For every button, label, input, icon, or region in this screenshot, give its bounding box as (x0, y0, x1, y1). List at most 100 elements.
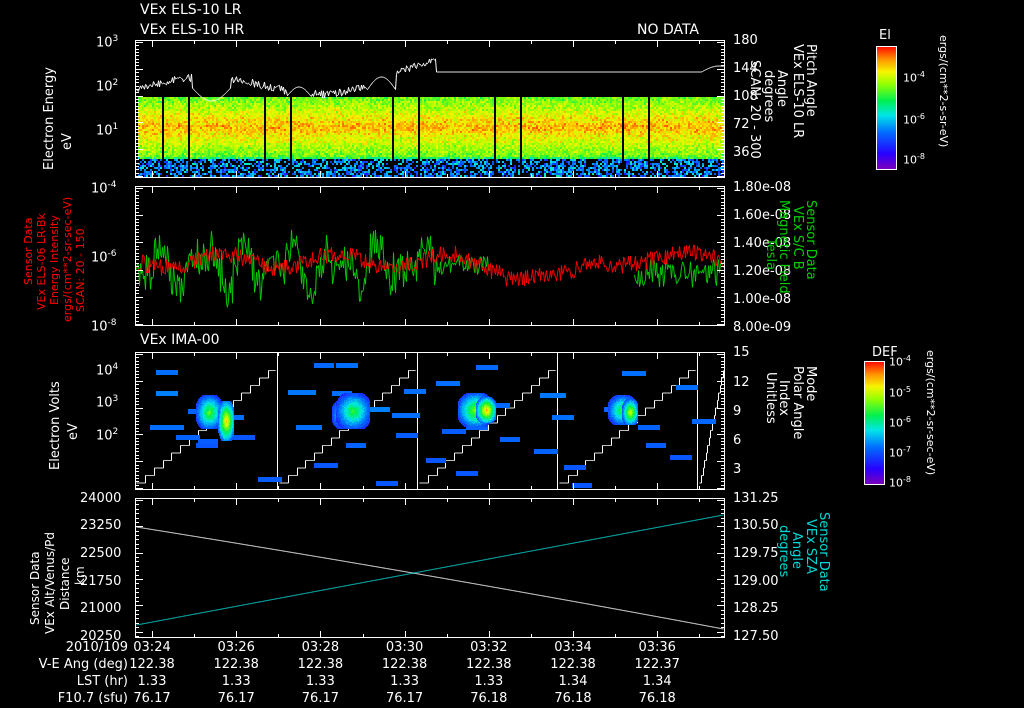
panel1-xtick (446, 40, 448, 44)
panel3-ytick (717, 434, 725, 436)
panel3-ytick (135, 477, 139, 479)
panel3-xtick (236, 352, 238, 359)
panel2-ytick (135, 222, 139, 223)
panel4-ytick (721, 627, 725, 629)
panel1-ytick (135, 95, 143, 97)
panel2-ytick (135, 239, 139, 240)
panel4-ytick (135, 548, 139, 550)
panel2-ytick (721, 228, 725, 230)
panel4-ytick (135, 600, 139, 602)
panel4-ytick (721, 565, 725, 567)
panel4-ytick (721, 574, 725, 576)
panel3-ytick (135, 367, 139, 369)
panel1-ytick (135, 125, 139, 127)
panel3-ytick (721, 377, 725, 379)
panel1-ytick (721, 55, 725, 57)
panel1-ytick (135, 75, 139, 77)
panel3-ytick (135, 384, 139, 386)
panel1-ytick (721, 102, 725, 104)
panel1-ytick-2: 101 (96, 122, 119, 139)
panel3-right-tick-4: 3 (733, 462, 742, 477)
panel3-xtick (530, 352, 532, 356)
panel1-xtick (194, 40, 196, 44)
panel4-ytick (721, 600, 725, 602)
panel2-xtick (488, 319, 490, 326)
panel2-ytick (135, 293, 139, 295)
panel2-ytick (721, 290, 725, 291)
panel1-ytick (721, 132, 725, 134)
panel3-ytick (135, 474, 139, 476)
panel1-ytick (717, 176, 725, 177)
panel4-ytick (721, 508, 725, 510)
panel4-xtick (278, 498, 280, 502)
panel3-ytick (135, 427, 139, 429)
panel2-right-tick-0: 1.80e-08 (733, 180, 792, 195)
panel3-ytick-0: 104 (96, 362, 119, 379)
panel3-ytick (721, 390, 725, 392)
panel2-ytick (135, 198, 139, 200)
panel4-ytick (721, 583, 725, 585)
panel1-ytick (721, 62, 725, 64)
panel4-ytick (135, 539, 139, 541)
panel1-ytick (721, 109, 725, 110)
panel2-ytick (721, 303, 725, 305)
panel1-ytick (135, 62, 139, 64)
panel4-xtick (488, 498, 490, 505)
panel1-ytick (721, 165, 725, 167)
panel3-ytick (135, 437, 139, 439)
panel2-frame (135, 186, 725, 326)
panel2-ytick (721, 320, 725, 322)
panel4-ytick (717, 631, 725, 633)
panel1-ytick (721, 82, 725, 84)
panel1-xtick (362, 174, 364, 178)
panel3-ytick (721, 474, 725, 476)
panel2-xtick (657, 319, 659, 326)
panel4-ytick (135, 574, 139, 576)
panel2-xtick (152, 319, 153, 326)
panel4-ytick (135, 631, 143, 633)
panel3-xtick (488, 352, 490, 359)
panel1-xtick (194, 174, 196, 178)
panel2-ytick (721, 218, 725, 220)
panel1-ytick (135, 129, 139, 131)
panel4-ytick (717, 500, 725, 501)
panel2-xtick (615, 322, 617, 326)
panel4-xtick (236, 498, 238, 505)
info-cell: 1.34 (558, 674, 588, 689)
panel1-ytick (135, 65, 139, 67)
panel2-ytick (721, 191, 725, 193)
panel2-ytick (721, 313, 725, 315)
panel2-ytick (135, 317, 139, 319)
panel3-ytick (721, 414, 725, 416)
panel3-ytick (721, 431, 725, 433)
panel3-ytick (135, 357, 139, 359)
panel2-ytick (135, 235, 139, 237)
panel1-ytick (721, 98, 725, 100)
panel2-xtick (699, 186, 701, 190)
panel2-ytick (721, 273, 725, 274)
panel2-xtick (404, 186, 406, 193)
panel4-ytick (721, 521, 725, 523)
panel1-ytick (717, 95, 725, 97)
panel4-ytick (717, 526, 725, 528)
panel1-ytick (717, 149, 725, 151)
panel2-xtick (573, 319, 574, 326)
panel4-ytick (135, 565, 139, 567)
panel1-ytick (721, 125, 725, 127)
panel4-xtick (657, 498, 659, 505)
panel3-ytick-2: 102 (96, 427, 119, 444)
panel3-ytick (135, 404, 139, 406)
panel3-ytick (135, 414, 139, 416)
panel3-xtick (404, 483, 406, 490)
info-cell: 76.18 (554, 691, 592, 706)
panel1-right-tick-2: 108 (733, 89, 758, 104)
panel2-ytick (135, 242, 143, 244)
panel1-ytick (135, 155, 139, 157)
panel1-ytick (721, 159, 725, 161)
panel1-title-hr: VEx ELS-10 HR (140, 22, 245, 38)
info-cell: 1.33 (474, 674, 504, 689)
panel2-ytick (721, 293, 725, 295)
panel3-ytick (135, 484, 139, 486)
panel2-ytick (135, 300, 139, 302)
panel1-ytick (721, 145, 725, 147)
